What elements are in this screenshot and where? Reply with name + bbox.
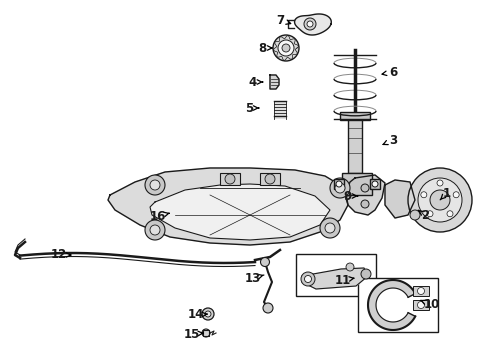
Circle shape (325, 223, 335, 233)
Bar (220, 173, 240, 185)
Circle shape (361, 269, 371, 279)
Circle shape (150, 180, 160, 190)
Text: 12: 12 (51, 248, 71, 261)
Text: 6: 6 (382, 66, 397, 78)
Text: 15: 15 (184, 328, 203, 341)
Bar (274, 101, 286, 119)
Circle shape (410, 210, 420, 220)
Circle shape (408, 168, 472, 232)
Bar (413, 286, 429, 296)
Text: 8: 8 (258, 41, 272, 54)
Text: 4: 4 (249, 76, 263, 89)
Polygon shape (294, 14, 331, 35)
Bar (348, 118, 362, 173)
Circle shape (427, 211, 433, 217)
Text: 16: 16 (150, 210, 169, 222)
Polygon shape (108, 168, 348, 245)
Bar (260, 173, 280, 185)
Bar (413, 300, 429, 310)
Circle shape (150, 225, 160, 235)
Circle shape (417, 288, 424, 294)
Text: 14: 14 (188, 309, 207, 321)
Circle shape (202, 308, 214, 320)
Polygon shape (150, 184, 330, 240)
Bar (334, 179, 344, 189)
Text: 2: 2 (418, 208, 429, 221)
Bar (370, 179, 380, 189)
Circle shape (361, 184, 369, 192)
Polygon shape (302, 268, 368, 289)
Circle shape (145, 175, 165, 195)
Text: 11: 11 (335, 274, 354, 287)
Polygon shape (270, 75, 279, 89)
Circle shape (273, 35, 299, 61)
Polygon shape (385, 180, 415, 218)
Bar (296, 254, 376, 296)
Circle shape (145, 220, 165, 240)
Circle shape (437, 180, 443, 186)
Circle shape (346, 263, 354, 271)
Circle shape (225, 174, 235, 184)
Polygon shape (345, 175, 385, 215)
Bar (340, 112, 370, 120)
Bar (358, 278, 438, 332)
Circle shape (263, 303, 273, 313)
Circle shape (361, 200, 369, 208)
Circle shape (202, 329, 210, 337)
Circle shape (417, 302, 424, 309)
Circle shape (421, 192, 427, 198)
Circle shape (430, 190, 450, 210)
Circle shape (335, 183, 345, 193)
Text: 9: 9 (344, 189, 358, 202)
Circle shape (372, 181, 378, 187)
Text: 3: 3 (383, 134, 397, 147)
Text: 10: 10 (421, 298, 440, 311)
Circle shape (304, 275, 312, 283)
Circle shape (265, 174, 275, 184)
Circle shape (282, 44, 290, 52)
Circle shape (261, 257, 270, 266)
Circle shape (205, 311, 211, 317)
Circle shape (304, 18, 316, 30)
Circle shape (447, 211, 453, 217)
Circle shape (301, 272, 315, 286)
Circle shape (307, 21, 313, 27)
Text: 7: 7 (276, 14, 291, 27)
Bar (342, 173, 372, 195)
Circle shape (320, 218, 340, 238)
Circle shape (330, 178, 350, 198)
Polygon shape (368, 280, 416, 330)
Text: 5: 5 (245, 102, 259, 114)
Text: 1: 1 (440, 186, 451, 200)
Text: 13: 13 (245, 271, 264, 284)
Circle shape (453, 192, 459, 198)
Circle shape (418, 178, 462, 222)
Circle shape (278, 40, 294, 56)
Circle shape (336, 181, 342, 187)
